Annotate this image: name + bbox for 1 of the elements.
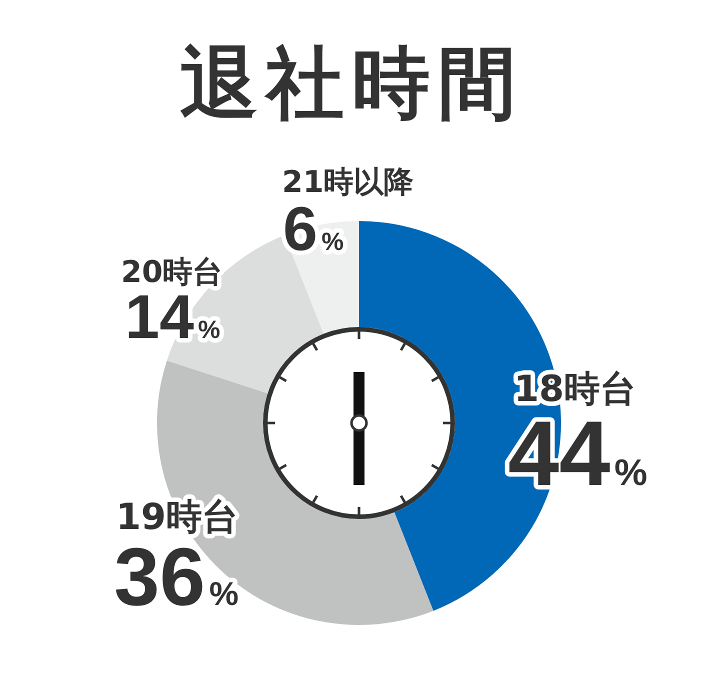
title: 退社時間 [180, 39, 524, 129]
